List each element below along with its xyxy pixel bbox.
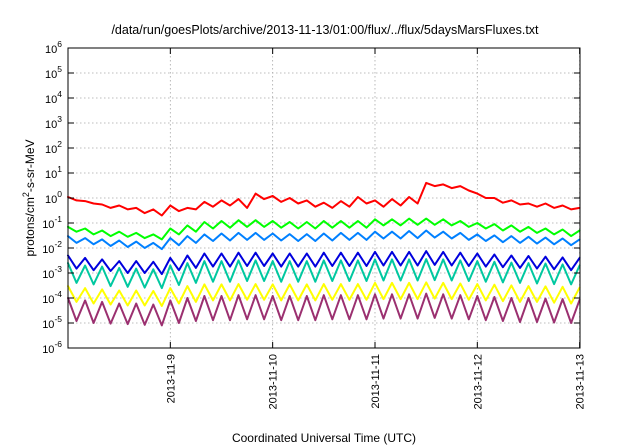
y-tick-exponent: 6	[57, 39, 62, 49]
y-tick-label: 106	[45, 39, 62, 56]
series-line-6	[67, 281, 581, 307]
y-tick-exponent: -1	[54, 214, 62, 224]
series-group	[67, 181, 581, 327]
series-line-3	[67, 229, 581, 251]
x-axis-label: Coordinated Universal Time (UTC)	[232, 431, 416, 445]
x-tick-label: 2013-11-11	[370, 354, 382, 409]
series-line-1	[67, 181, 581, 217]
y-tick-label: 103	[45, 114, 62, 131]
series-line-4	[67, 250, 581, 276]
y-tick-base: 10	[42, 244, 54, 256]
y-tick-base: 10	[42, 294, 54, 306]
x-tick-label: 2013-11-13	[575, 354, 587, 409]
y-tick-exponent: -5	[54, 314, 62, 324]
y-tick-base: 10	[45, 194, 57, 206]
y-tick-base: 10	[45, 94, 57, 106]
y-tick-exponent: 0	[57, 189, 62, 199]
x-tick-label: 2013-11-9	[165, 354, 177, 403]
y-tick-label: 102	[45, 139, 62, 156]
chart-title: /data/run/goesPlots/archive/2013-11-13/0…	[111, 23, 539, 37]
y-tick-exponent: 1	[57, 164, 62, 174]
y-tick-exponent: -4	[54, 289, 62, 299]
y-tick-label: 10-3	[42, 264, 62, 281]
y-tick-label: 10-6	[42, 339, 62, 356]
y-axis: 10-610-510-410-310-210-11001011021031041…	[42, 39, 580, 356]
y-tick-label: 10-1	[42, 214, 62, 231]
y-tick-base: 10	[42, 219, 54, 231]
y-axis-label-part: protons/cm	[23, 197, 37, 256]
y-axis-label-part: -s-sr-MeV	[23, 139, 37, 192]
y-tick-base: 10	[42, 269, 54, 281]
y-tick-base: 10	[45, 144, 57, 156]
y-tick-label: 10-2	[42, 239, 62, 256]
x-axis: 2013-11-9 2013-11-10 2013-11-11 2013-11-12 2…	[165, 48, 587, 409]
x-tick-label: 2013-11-12	[472, 354, 484, 409]
series-line-5	[67, 258, 581, 290]
y-tick-exponent: 2	[57, 139, 62, 149]
y-tick-label: 10-5	[42, 314, 62, 331]
y-tick-exponent: -3	[54, 264, 62, 274]
y-tick-exponent: 5	[57, 64, 62, 74]
y-tick-base: 10	[45, 119, 57, 131]
y-axis-label: protons/cm2-s-sr-MeV	[21, 139, 37, 256]
series-line-2	[67, 217, 581, 241]
y-tick-base: 10	[45, 69, 57, 81]
y-tick-exponent: -2	[54, 239, 62, 249]
y-tick-base: 10	[42, 319, 54, 331]
y-tick-label: 105	[45, 64, 62, 81]
y-tick-label: 101	[45, 164, 62, 181]
y-tick-exponent: 4	[57, 89, 62, 99]
y-tick-label: 10-4	[42, 289, 62, 306]
y-tick-base: 10	[42, 344, 54, 356]
y-tick-label: 104	[45, 89, 62, 106]
series-line-7	[67, 292, 581, 327]
y-tick-label: 100	[45, 189, 62, 206]
x-tick-label: 2013-11-10	[268, 354, 280, 409]
y-tick-base: 10	[45, 44, 57, 56]
y-axis-label-superscript: 2	[21, 192, 31, 197]
y-tick-exponent: 3	[57, 114, 62, 124]
y-tick-base: 10	[45, 169, 57, 181]
y-tick-exponent: -6	[54, 339, 62, 349]
